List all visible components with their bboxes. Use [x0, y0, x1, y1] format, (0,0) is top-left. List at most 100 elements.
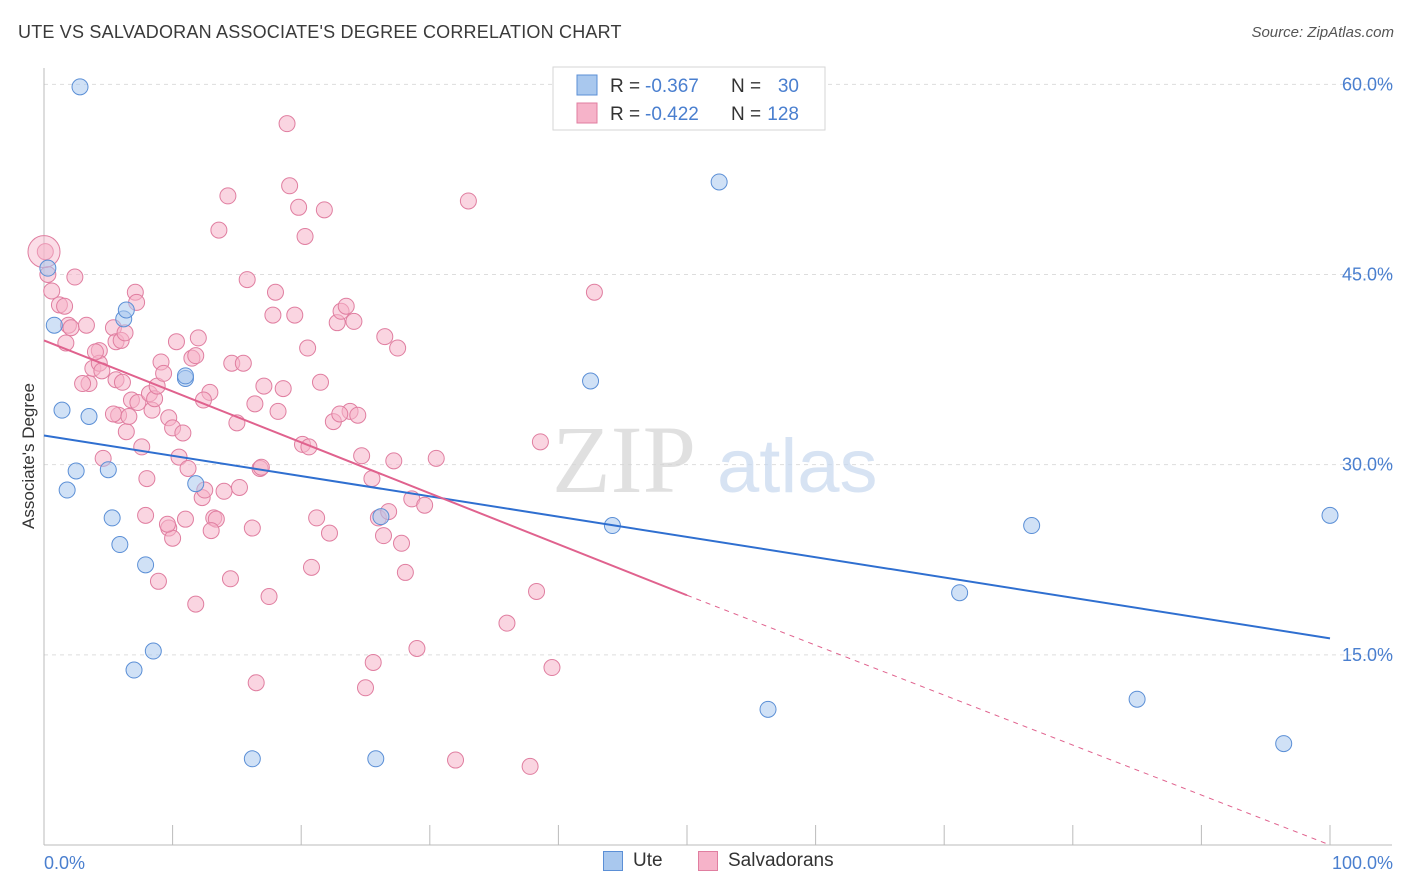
ute-point[interactable]: [372, 508, 390, 526]
salvadorans-point[interactable]: [349, 406, 367, 424]
salvadorans-point[interactable]: [56, 297, 74, 315]
ute-point[interactable]: [80, 407, 98, 425]
salvadorans-point[interactable]: [585, 283, 603, 301]
salvadorans-point[interactable]: [389, 339, 407, 357]
ute-point[interactable]: [58, 481, 76, 499]
salvadorans-point[interactable]: [167, 333, 185, 351]
salvadorans-point[interactable]: [129, 394, 147, 412]
salvadorans-point[interactable]: [117, 423, 135, 441]
salvadorans-point[interactable]: [375, 527, 393, 545]
salvadorans-point[interactable]: [86, 343, 104, 361]
salvadorans-point[interactable]: [66, 268, 84, 286]
salvadorans-point[interactable]: [187, 595, 205, 613]
ute-point[interactable]: [144, 642, 162, 660]
salvadorans-point[interactable]: [543, 659, 561, 677]
salvadorans-point[interactable]: [174, 424, 192, 442]
salvadorans-point[interactable]: [202, 522, 220, 540]
salvadorans-point[interactable]: [246, 395, 264, 413]
salvadorans-point[interactable]: [62, 319, 80, 337]
salvadorans-point[interactable]: [36, 243, 54, 261]
salvadorans-point[interactable]: [158, 515, 176, 533]
ute-point[interactable]: [125, 661, 143, 679]
salvadorans-point[interactable]: [447, 751, 465, 769]
salvadorans-point[interactable]: [210, 221, 228, 239]
salvadorans-point[interactable]: [345, 312, 363, 330]
salvadorans-point[interactable]: [137, 506, 155, 524]
salvadorans-point[interactable]: [230, 478, 248, 496]
salvadorans-point[interactable]: [243, 519, 261, 537]
salvadorans-point[interactable]: [315, 201, 333, 219]
salvadorans-point[interactable]: [219, 187, 237, 205]
salvadorans-point[interactable]: [296, 227, 314, 245]
salvadorans-point[interactable]: [290, 198, 308, 216]
salvadorans-point[interactable]: [528, 582, 546, 600]
salvadorans-point[interactable]: [459, 192, 477, 210]
salvadorans-point[interactable]: [521, 757, 539, 775]
salvadorans-point[interactable]: [266, 283, 284, 301]
ute-point[interactable]: [582, 372, 600, 390]
salvadorans-point[interactable]: [77, 316, 95, 334]
salvadorans-point[interactable]: [113, 373, 131, 391]
salvadorans-point[interactable]: [396, 563, 414, 581]
salvadorans-point[interactable]: [247, 674, 265, 692]
salvadorans-point[interactable]: [364, 653, 382, 671]
salvadorans-point[interactable]: [408, 639, 426, 657]
salvadorans-point[interactable]: [320, 524, 338, 542]
ute-point[interactable]: [243, 750, 261, 768]
salvadorans-point[interactable]: [286, 306, 304, 324]
salvadorans-point[interactable]: [308, 509, 326, 527]
salvadorans-point[interactable]: [353, 447, 371, 465]
salvadorans-point[interactable]: [104, 405, 122, 423]
salvadorans-point[interactable]: [138, 470, 156, 488]
ute-point[interactable]: [99, 461, 117, 479]
salvadorans-point[interactable]: [179, 459, 197, 477]
salvadorans-point[interactable]: [274, 380, 292, 398]
ute-point[interactable]: [67, 462, 85, 480]
ute-point[interactable]: [951, 584, 969, 602]
salvadorans-point[interactable]: [427, 449, 445, 467]
ute-point[interactable]: [117, 301, 135, 319]
salvadorans-point[interactable]: [281, 177, 299, 195]
ute-point[interactable]: [710, 173, 728, 191]
salvadorans-point[interactable]: [302, 558, 320, 576]
salvadorans-point[interactable]: [531, 433, 549, 451]
salvadorans-point[interactable]: [238, 271, 256, 289]
ute-point[interactable]: [187, 475, 205, 493]
ute-point[interactable]: [176, 367, 194, 385]
salvadorans-point[interactable]: [221, 570, 239, 588]
ute-point[interactable]: [137, 556, 155, 574]
salvadorans-point[interactable]: [120, 407, 138, 425]
salvadorans-point[interactable]: [234, 354, 252, 372]
ute-point[interactable]: [1275, 735, 1293, 753]
ute-point[interactable]: [111, 536, 129, 554]
salvadorans-point[interactable]: [155, 364, 173, 382]
salvadorans-point[interactable]: [43, 282, 61, 300]
legend-item-ute[interactable]: Ute: [603, 850, 663, 872]
ute-point[interactable]: [1128, 690, 1146, 708]
ute-point[interactable]: [103, 509, 121, 527]
salvadorans-point[interactable]: [311, 373, 329, 391]
salvadorans-point[interactable]: [376, 328, 394, 346]
ute-point[interactable]: [39, 259, 57, 277]
salvadorans-point[interactable]: [269, 402, 287, 420]
salvadorans-point[interactable]: [299, 339, 317, 357]
salvadorans-point[interactable]: [260, 588, 278, 606]
salvadorans-point[interactable]: [255, 377, 273, 395]
salvadorans-point[interactable]: [74, 375, 92, 393]
ute-point[interactable]: [71, 78, 89, 96]
ute-point[interactable]: [1321, 506, 1339, 524]
ute-point[interactable]: [759, 700, 777, 718]
salvadorans-point[interactable]: [149, 572, 167, 590]
salvadorans-point[interactable]: [393, 534, 411, 552]
salvadorans-point[interactable]: [498, 614, 516, 632]
ute-point[interactable]: [367, 750, 385, 768]
salvadorans-point[interactable]: [189, 329, 207, 347]
salvadorans-point[interactable]: [264, 306, 282, 324]
ute-point[interactable]: [53, 401, 71, 419]
salvadorans-point[interactable]: [416, 496, 434, 514]
salvadorans-point[interactable]: [331, 405, 349, 423]
ute-point[interactable]: [1023, 517, 1041, 535]
salvadorans-point[interactable]: [357, 679, 374, 697]
salvadorans-point[interactable]: [187, 347, 205, 365]
salvadorans-point[interactable]: [278, 115, 296, 133]
